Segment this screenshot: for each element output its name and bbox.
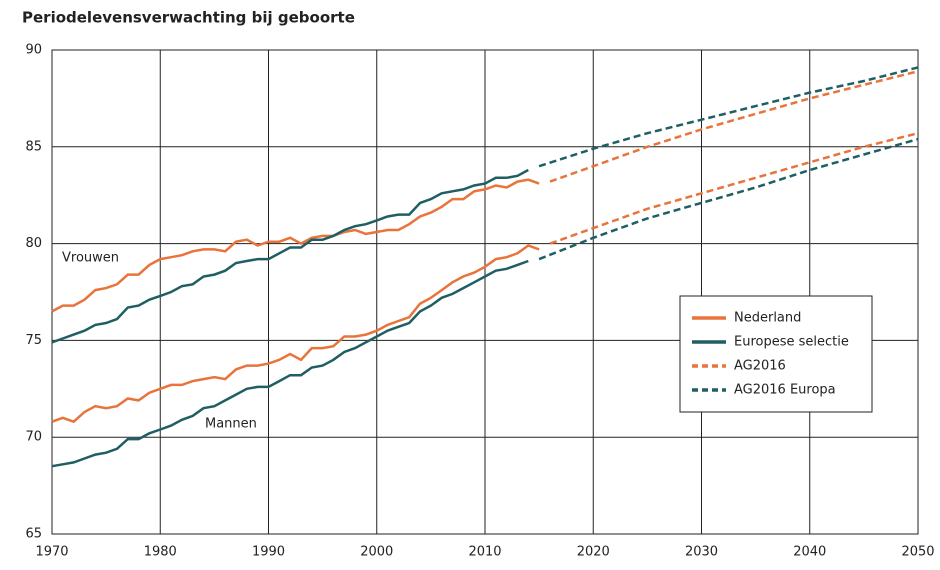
series-line [51, 168, 529, 344]
chart-title: Periodelevensverwachting bij geboorte [22, 9, 355, 27]
annotation: Mannen [205, 417, 257, 432]
legend-box [679, 295, 873, 413]
legend-label: Nederland [734, 311, 801, 326]
series-line [51, 244, 540, 424]
series-line [51, 259, 529, 468]
series-line [538, 66, 919, 168]
x-tick-label: 2040 [793, 545, 826, 560]
y-tick-label: 80 [25, 236, 42, 251]
x-tick-label: 1980 [144, 545, 177, 560]
y-tick-label: 75 [25, 333, 42, 348]
legend-label: AG2016 Europa [734, 383, 836, 398]
x-tick-label: 2050 [901, 545, 934, 560]
x-tick-label: 2010 [468, 545, 501, 560]
series-line [549, 131, 919, 245]
series-line [538, 137, 919, 261]
legend-label: AG2016 [734, 359, 786, 374]
x-tick-label: 2030 [685, 545, 718, 560]
annotation: Vrouwen [62, 251, 119, 266]
y-tick-label: 70 [25, 430, 42, 445]
x-tick-label: 1970 [35, 545, 68, 560]
y-tick-label: 65 [25, 527, 42, 542]
x-tick-label: 2020 [577, 545, 610, 560]
series-line [51, 178, 540, 313]
x-tick-label: 2000 [360, 545, 393, 560]
y-tick-label: 90 [25, 43, 42, 58]
legend-label: Europese selectie [734, 335, 849, 350]
x-tick-label: 1990 [252, 545, 285, 560]
y-tick-label: 85 [25, 139, 42, 154]
series-line [549, 70, 919, 183]
